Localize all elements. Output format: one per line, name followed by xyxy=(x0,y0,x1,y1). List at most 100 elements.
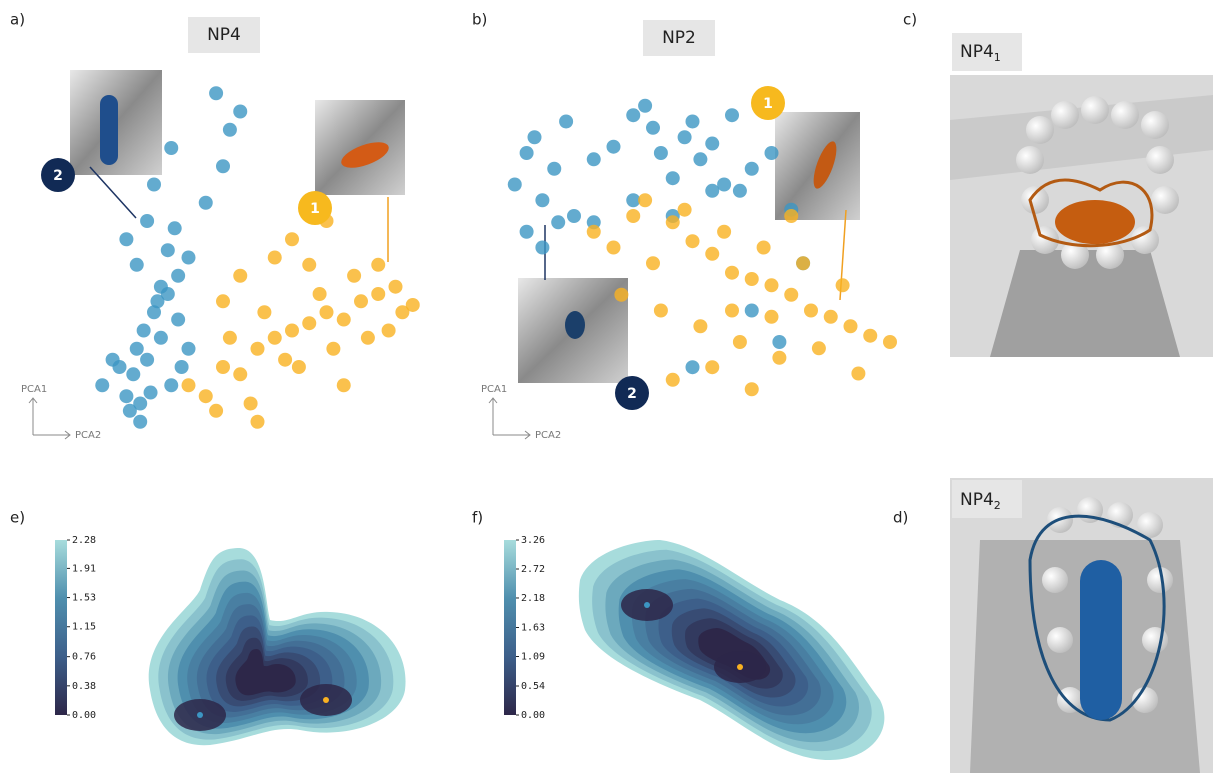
colorbar-tick-label: 1.53 xyxy=(72,593,96,604)
title-text: NP4 xyxy=(960,490,994,510)
point xyxy=(233,269,247,283)
point xyxy=(130,258,144,272)
point xyxy=(686,360,700,374)
point xyxy=(154,331,168,345)
point xyxy=(717,178,731,192)
y-axis-label: PCA1 xyxy=(481,384,507,395)
point xyxy=(607,241,621,255)
point xyxy=(626,108,640,122)
point xyxy=(725,266,739,280)
point xyxy=(666,215,680,229)
point xyxy=(175,360,189,374)
point xyxy=(223,331,237,345)
point xyxy=(863,329,877,343)
title-subscript: 2 xyxy=(994,499,1001,512)
point xyxy=(199,196,213,210)
point xyxy=(150,294,164,308)
point xyxy=(836,278,850,292)
point xyxy=(199,389,213,403)
point xyxy=(587,152,601,166)
point xyxy=(302,316,316,330)
point xyxy=(216,360,230,374)
point xyxy=(796,256,810,270)
colorbar-tick-label: 0.38 xyxy=(72,681,96,692)
badge-label: 2 xyxy=(53,168,63,184)
badge-label: 1 xyxy=(310,201,320,217)
point xyxy=(251,415,265,429)
panel-label: c) xyxy=(903,11,917,29)
structure-image xyxy=(950,75,1213,357)
badge-label: 2 xyxy=(627,386,637,402)
point xyxy=(745,382,759,396)
point xyxy=(745,162,759,176)
point xyxy=(567,209,581,223)
point xyxy=(268,331,282,345)
point xyxy=(638,193,652,207)
y-axis-label: PCA1 xyxy=(21,384,47,395)
point xyxy=(361,331,375,345)
point xyxy=(520,146,534,160)
chart-title: NP4 xyxy=(207,25,241,45)
point xyxy=(171,269,185,283)
point xyxy=(693,319,707,333)
point xyxy=(772,351,786,365)
point xyxy=(278,353,292,367)
point xyxy=(395,305,409,319)
title-text: NP4 xyxy=(960,42,994,62)
colorbar-tick-label: 2.72 xyxy=(521,564,545,575)
point xyxy=(140,214,154,228)
colorbar xyxy=(504,540,516,715)
colorbar-tick-label: 2.28 xyxy=(72,535,96,546)
colorbar-tick-label: 2.18 xyxy=(521,593,545,604)
point xyxy=(313,287,327,301)
point xyxy=(137,324,151,338)
point xyxy=(144,386,158,400)
point xyxy=(171,313,185,327)
colorbar-tick-label: 0.00 xyxy=(72,710,96,721)
point xyxy=(784,209,798,223)
figure: a)NP4PCA1PCA212b)NP2PCA1PCA212e)0.000.38… xyxy=(0,0,1213,773)
minimum-marker xyxy=(197,712,203,718)
point xyxy=(765,146,779,160)
point xyxy=(285,324,299,338)
colorbar xyxy=(55,540,67,715)
point xyxy=(233,367,247,381)
point xyxy=(382,324,396,338)
point xyxy=(528,130,542,144)
point xyxy=(614,288,628,302)
point xyxy=(804,304,818,318)
point xyxy=(678,203,692,217)
point xyxy=(725,304,739,318)
point xyxy=(757,241,771,255)
point xyxy=(337,378,351,392)
point xyxy=(209,404,223,418)
point xyxy=(559,115,573,129)
point xyxy=(678,130,692,144)
point xyxy=(123,404,137,418)
point xyxy=(140,353,154,367)
point xyxy=(251,342,265,356)
point xyxy=(705,137,719,151)
point xyxy=(883,335,897,349)
point xyxy=(233,105,247,119)
point xyxy=(587,225,601,239)
point xyxy=(371,287,385,301)
minimum-marker xyxy=(323,697,329,703)
panel-label: b) xyxy=(472,11,487,29)
point xyxy=(626,209,640,223)
point xyxy=(844,319,858,333)
point xyxy=(535,193,549,207)
colorbar-tick-label: 1.09 xyxy=(521,651,545,662)
point xyxy=(508,178,522,192)
point xyxy=(182,342,196,356)
point xyxy=(772,335,786,349)
point xyxy=(784,288,798,302)
point xyxy=(765,278,779,292)
colorbar-tick-label: 3.26 xyxy=(521,535,545,546)
panel: e)0.000.380.761.151.531.912.28 xyxy=(10,509,406,746)
point xyxy=(812,341,826,355)
point xyxy=(161,243,175,257)
panel-label: f) xyxy=(472,509,483,527)
point xyxy=(257,305,271,319)
point xyxy=(164,378,178,392)
